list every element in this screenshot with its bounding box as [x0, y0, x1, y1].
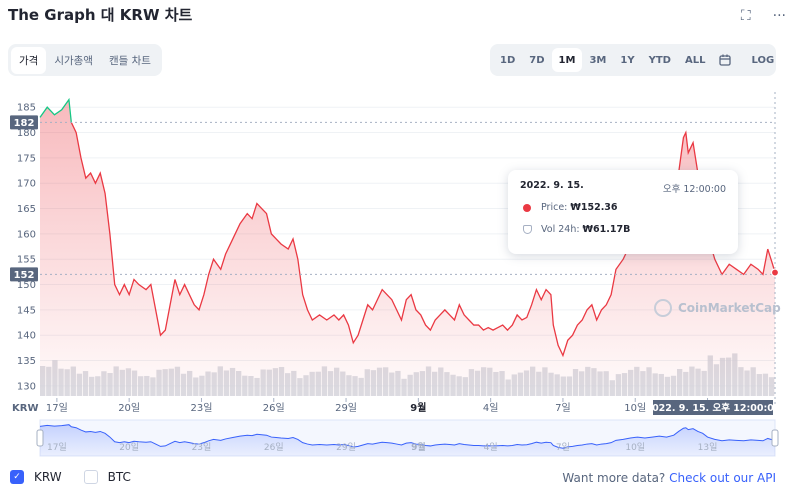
chart-title: The Graph 대 KRW 차트: [8, 6, 193, 24]
current-price-badge-bg: [10, 267, 38, 282]
btc-checkbox-label: BTC: [107, 470, 131, 484]
api-link[interactable]: Check out our API: [669, 471, 776, 485]
tab-price[interactable]: 가격: [11, 46, 47, 74]
range-all[interactable]: ALL: [684, 54, 706, 66]
x-tick-label: 17일: [46, 402, 68, 414]
navigator-tick-label: 26일: [264, 442, 284, 453]
calendar-icon[interactable]: [712, 48, 738, 72]
crosshair-date-badge-bg: [653, 400, 773, 415]
x-tick-label: 10일: [624, 402, 646, 414]
current-price-badge: 152: [14, 270, 35, 281]
x-tick-label: 9월: [410, 402, 426, 414]
range-7d[interactable]: 7D: [529, 54, 545, 66]
y-tick-label: 140: [17, 331, 36, 342]
y-tick-label: 130: [17, 381, 36, 392]
krw-checkbox[interactable]: ✓: [10, 470, 24, 484]
current-price-dot: [770, 268, 780, 277]
tooltip-time: 오후 12:00:00: [662, 184, 726, 195]
time-range-selector: 1D 7D 1M 3M 1Y YTD ALL LOG: [490, 44, 776, 76]
navigator-left-handle[interactable]: [36, 429, 44, 447]
navigator-line: [39, 424, 776, 449]
y-tick-label: 150: [17, 280, 36, 291]
navigator-tick-label: 9월: [411, 441, 426, 453]
tooltip-price-label: Price:: [541, 202, 568, 213]
x-tick-label: 23일: [190, 402, 212, 414]
krw-checkbox-label: KRW: [34, 470, 62, 484]
tab-candle-chart[interactable]: 캔들 차트: [108, 54, 151, 67]
y-tick-label: 135: [17, 356, 36, 367]
x-tick-label: 26일: [263, 402, 285, 414]
y-tick-label: 185: [17, 103, 36, 114]
y-tick-label: 165: [17, 204, 36, 215]
navigator-tick-label: 13일: [698, 442, 718, 453]
currency-axis-label: KRW: [12, 403, 38, 414]
price-chart[interactable]: 130 135 140 145 150 155 160 165 170 175 180 185 182 1…: [0, 84, 800, 464]
navigator-right-handle[interactable]: [771, 429, 779, 447]
tooltip-vol-label: Vol 24h:: [541, 224, 580, 235]
reference-price-badge: 182: [14, 118, 35, 129]
tooltip-vol-value: ₩61.17B: [582, 224, 631, 235]
navigator-area: [40, 424, 775, 456]
watermark-text: CoinMarketCap: [678, 301, 781, 315]
tooltip-date: 2022. 9. 15.: [520, 180, 584, 191]
navigator-tick-label: 4일: [484, 442, 498, 453]
range-ytd[interactable]: YTD: [648, 54, 671, 66]
x-tick-label: 20일: [118, 402, 140, 414]
fullscreen-icon[interactable]: ⛶: [740, 8, 751, 24]
y-tick-label: 175: [17, 153, 36, 164]
y-tick-label: 180: [17, 128, 36, 139]
y-tick-label: 145: [17, 305, 36, 316]
navigator-tick-label: 23일: [192, 442, 212, 453]
range-1m[interactable]: 1M: [551, 48, 583, 72]
chart-tooltip: 2022. 9. 15. 오후 12:00:00 Price: ₩152.36 …: [508, 170, 738, 254]
navigator-tick-label: 10일: [625, 442, 645, 453]
coinmarketcap-logo-icon: [654, 299, 672, 317]
api-promo: Want more data? Check out our API: [562, 471, 776, 485]
navigator-tick-label: 29일: [336, 442, 356, 453]
tooltip-price-value: ₩152.36: [570, 202, 618, 213]
range-3m[interactable]: 3M: [589, 54, 607, 66]
volume-shield-icon: [523, 225, 532, 234]
crosshair-date-badge: 2022. 9. 15. 오후 12:00:00: [645, 402, 780, 414]
y-tick-label: 160: [17, 229, 36, 240]
navigator-tick-label: 20일: [119, 442, 139, 453]
x-tick-label: 7일: [555, 402, 571, 414]
watermark: CoinMarketCap: [654, 299, 781, 317]
api-promo-text: Want more data?: [562, 471, 666, 485]
price-area: [40, 99, 775, 396]
y-tick-label: 155: [17, 255, 36, 266]
navigator-tick-label: 7일: [556, 442, 570, 453]
navigator-tick-label: 17일: [47, 442, 67, 453]
tab-market-cap[interactable]: 시가총액: [54, 54, 93, 67]
reference-price-badge-bg: [10, 115, 38, 130]
y-tick-label: 170: [17, 179, 36, 190]
log-scale-toggle[interactable]: LOG: [751, 54, 775, 66]
chart-type-tabs: 가격 시가총액 캔들 차트: [8, 44, 162, 76]
x-tick-label: 29일: [335, 402, 357, 414]
range-1d[interactable]: 1D: [500, 54, 516, 66]
btc-checkbox[interactable]: [83, 470, 98, 484]
more-options-icon[interactable]: ···: [772, 8, 786, 24]
price-dot-icon: [523, 203, 531, 212]
range-1y[interactable]: 1Y: [620, 54, 635, 66]
x-tick-label: 4일: [483, 402, 499, 414]
